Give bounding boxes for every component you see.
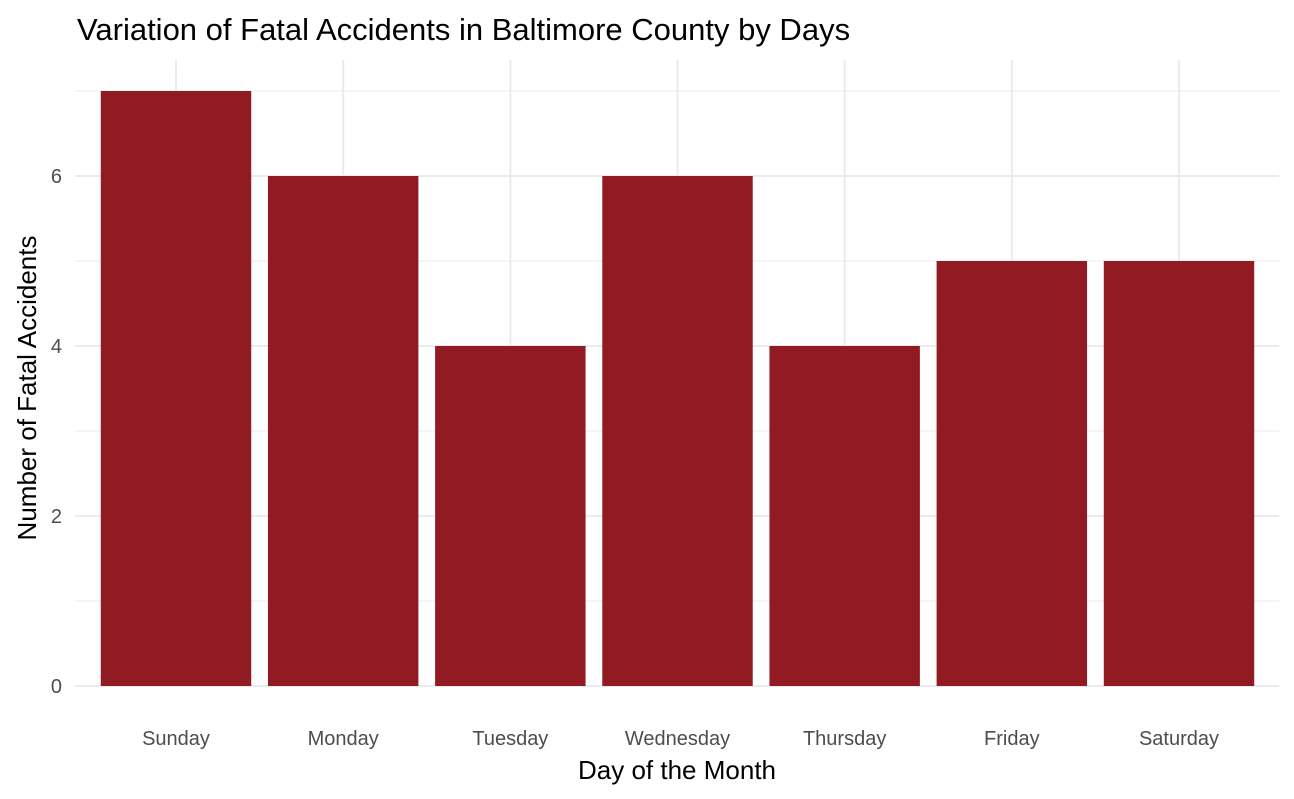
x-tick-label: Friday (984, 728, 1040, 750)
bar-thursday (769, 346, 920, 686)
y-axis-title: Number of Fatal Accidents (12, 236, 42, 541)
x-tick-labels: Sunday Monday Tuesday Wednesday Thursday Frid… (142, 728, 1219, 750)
x-tick-label: Saturday (1139, 728, 1219, 750)
bar-monday (267, 176, 419, 686)
y-tick-label: 2 (51, 506, 62, 528)
bar-wednesday (602, 176, 753, 686)
x-tick-label: Wednesday (625, 728, 730, 750)
x-tick-label: Monday (308, 728, 379, 750)
x-axis-title: Day of the Month (578, 755, 776, 785)
x-tick-label: Sunday (142, 728, 210, 750)
bars-group (100, 91, 1255, 686)
chart-title: Variation of Fatal Accidents in Baltimor… (77, 12, 850, 47)
bar-friday (936, 261, 1088, 686)
bar-saturday (1103, 261, 1255, 686)
bar-tuesday (435, 346, 586, 686)
y-tick-label: 4 (51, 336, 62, 358)
bar-sunday (100, 91, 252, 686)
x-tick-label: Tuesday (472, 728, 548, 750)
x-tick-label: Thursday (803, 728, 886, 750)
y-tick-labels: 0 2 4 6 (51, 166, 62, 698)
y-tick-label: 6 (51, 166, 62, 188)
y-tick-label: 0 (51, 676, 62, 698)
